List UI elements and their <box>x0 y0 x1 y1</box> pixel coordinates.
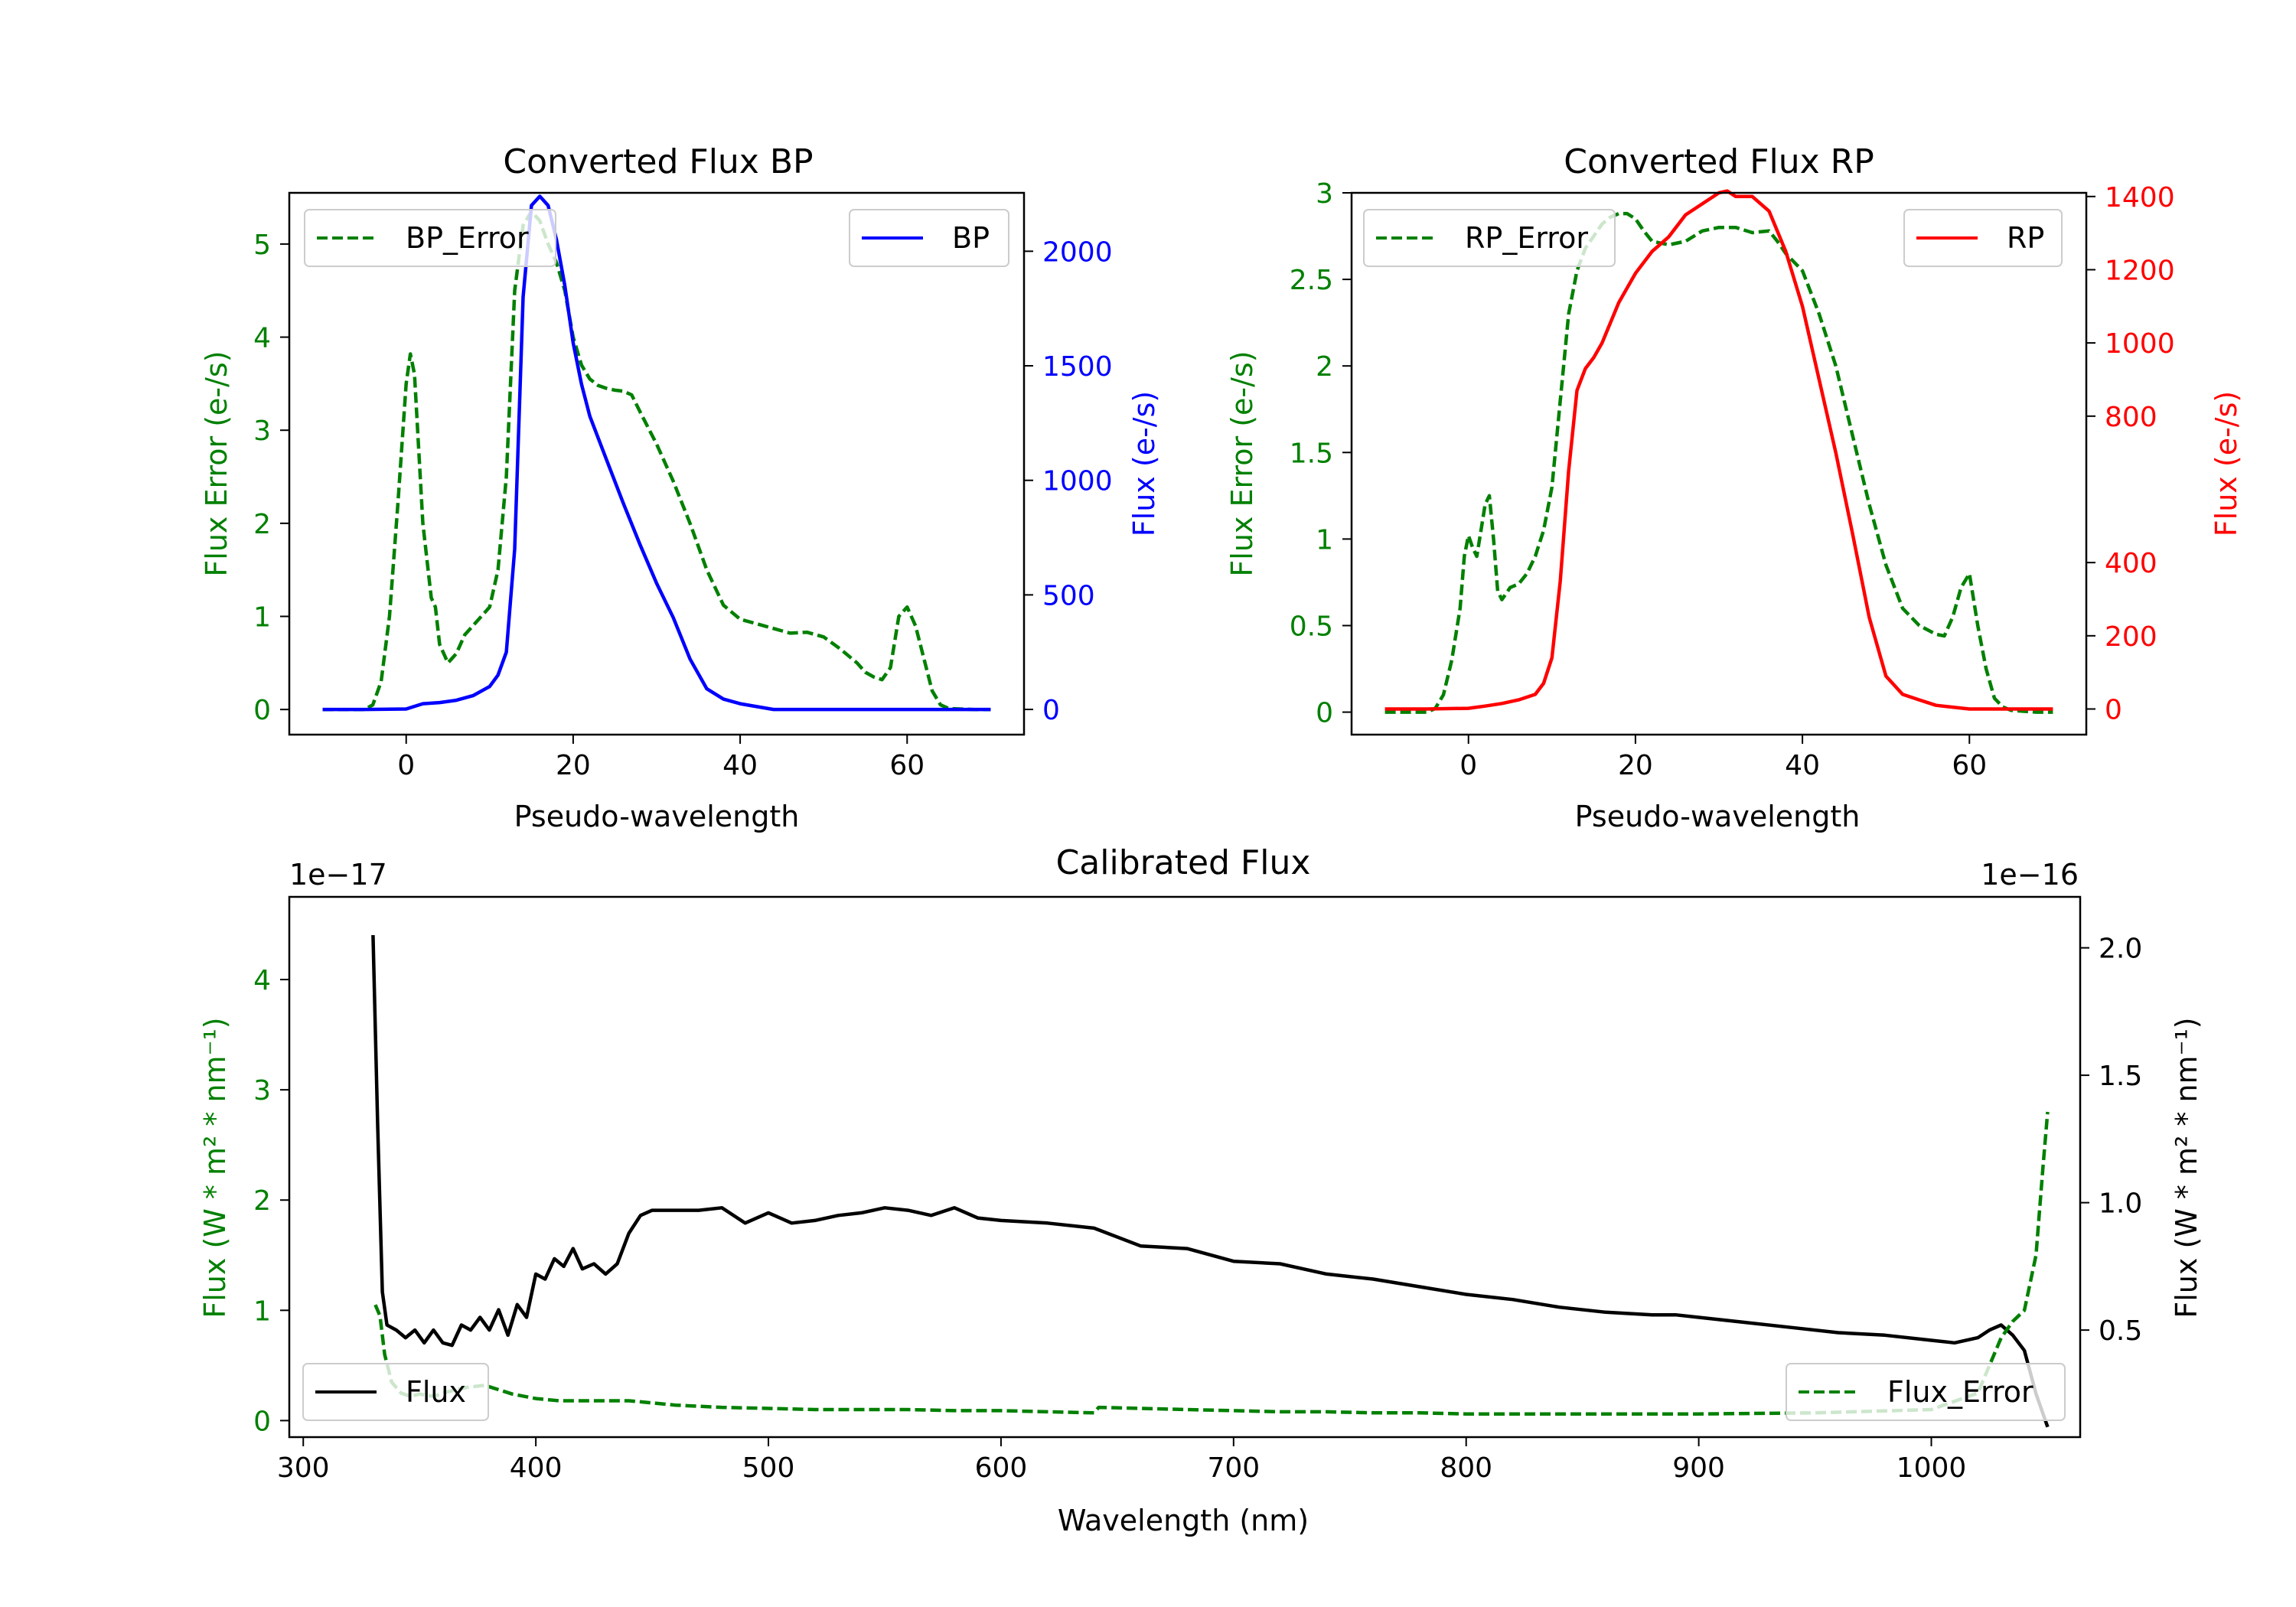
cal-ytick-right-label: 1.0 <box>2099 1188 2142 1220</box>
bp-legend-error-label: BP_Error <box>406 221 529 255</box>
bp-ylabel-left: Flux Error (e-/s) <box>200 350 233 576</box>
cal-title: Calibrated Flux <box>1056 843 1311 882</box>
bp-ytick-left-label: 3 <box>253 416 271 447</box>
bp-ytick-left-label: 5 <box>253 230 271 261</box>
rp-ytick-right-label: 0 <box>2105 695 2122 726</box>
cal-ytick-right-label: 0.5 <box>2099 1315 2142 1347</box>
bp-xlabel: Pseudo-wavelength <box>514 800 800 833</box>
cal-xtick-label: 400 <box>510 1452 563 1484</box>
rp-ytick-left-label: 1.5 <box>1290 438 1333 469</box>
rp-ylabel-left: Flux Error (e-/s) <box>1225 350 1259 576</box>
rp-legend-error: RP_Error <box>1363 209 1616 267</box>
rp-legend-flux: RP <box>1903 209 2063 267</box>
panel-calibrated: Calibrated Flux 1e−17 1e−16 300 400 500 600… <box>198 843 2203 1537</box>
bp-ytick-right-label: 0 <box>1042 695 1060 726</box>
cal-xtick-label: 800 <box>1440 1452 1492 1484</box>
bp-xtick-label: 60 <box>889 750 925 781</box>
bp-xtick-label: 40 <box>722 750 758 781</box>
cal-ytick-left-label: 1 <box>253 1296 271 1327</box>
bp-ytick-left-label: 4 <box>253 323 271 354</box>
cal-xtick-label: 700 <box>1207 1452 1260 1484</box>
rp-series-rp <box>1384 189 2053 711</box>
bp-ylabel-right: Flux (e-/s) <box>1127 391 1161 536</box>
cal-xtick-label: 900 <box>1672 1452 1725 1484</box>
rp-ytick-left-label: 1 <box>1316 524 1333 556</box>
bp-xtick-label: 20 <box>556 750 591 781</box>
rp-legend-flux-label: RP <box>2007 221 2044 255</box>
cal-ytick-right-label: 2.0 <box>2099 934 2142 965</box>
panel-bp: Converted Flux BP 0 20 40 60 0 1 2 3 4 5 0 500 100… <box>200 142 1161 833</box>
rp-ytick-right-label: 200 <box>2105 621 2157 653</box>
rp-legend-error-label: RP_Error <box>1465 221 1588 255</box>
rp-ytick-left-label: 2 <box>1316 351 1333 383</box>
cal-xlabel: Wavelength (nm) <box>1058 1504 1309 1537</box>
rp-xtick-label: 60 <box>1952 750 1987 781</box>
rp-xtick-label: 0 <box>1459 750 1477 781</box>
bp-series-bp <box>322 194 991 712</box>
rp-ytick-left-label: 0 <box>1316 698 1333 729</box>
rp-xtick-label: 40 <box>1785 750 1820 781</box>
bp-ytick-right-label: 1500 <box>1042 351 1113 383</box>
bp-plot-frame <box>288 191 1026 736</box>
cal-legend-error: Flux_Error <box>1786 1363 2066 1421</box>
cal-xtick-label: 600 <box>975 1452 1028 1484</box>
cal-ytick-left-label: 3 <box>253 1075 271 1107</box>
cal-plot-frame <box>288 895 2082 1439</box>
rp-ytick-right-label: 1200 <box>2105 255 2175 286</box>
rp-ytick-right-label: 1000 <box>2105 328 2175 360</box>
rp-ytick-left-label: 0.5 <box>1290 611 1333 642</box>
cal-xtick-label: 300 <box>277 1452 330 1484</box>
bp-ytick-right-label: 500 <box>1042 580 1095 611</box>
rp-title: Converted Flux RP <box>1564 142 1874 181</box>
bp-ytick-right-label: 2000 <box>1042 236 1113 268</box>
cal-offset-right: 1e−16 <box>1981 858 2079 892</box>
bp-title: Converted Flux BP <box>503 142 813 181</box>
bp-ytick-left-label: 1 <box>253 602 271 634</box>
rp-ytick-left-label: 2.5 <box>1290 265 1333 296</box>
bp-legend-flux-label: BP <box>952 221 990 255</box>
rp-plot-frame <box>1350 191 2088 736</box>
panel-rp: Converted Flux RP 0 20 40 60 00.511.522.53 … <box>1225 142 2243 833</box>
rp-xlabel: Pseudo-wavelength <box>1575 800 1861 833</box>
cal-ylabel-left: Flux (W * m² * nm⁻¹) <box>198 1017 232 1318</box>
cal-legend-flux-label: Flux <box>406 1375 466 1409</box>
cal-offset-left: 1e−17 <box>289 858 387 892</box>
cal-series-flux <box>371 934 2050 1428</box>
bp-xtick-label: 0 <box>397 750 415 781</box>
cal-ytick-left-label: 0 <box>253 1406 271 1437</box>
cal-ytick-left-label: 4 <box>253 965 271 996</box>
rp-ytick-right-label: 400 <box>2105 548 2157 579</box>
cal-ytick-right-label: 1.5 <box>2099 1061 2142 1092</box>
bp-ytick-left-label: 2 <box>253 509 271 540</box>
bp-ytick-left-label: 0 <box>253 695 271 726</box>
rp-ytick-right-label: 800 <box>2105 402 2157 433</box>
cal-legend-flux: Flux <box>302 1363 489 1421</box>
rp-series-rp-error <box>1384 211 2053 714</box>
cal-ylabel-right: Flux (W * m² * nm⁻¹) <box>2170 1017 2203 1318</box>
rp-ytick-right-label: 1400 <box>2105 182 2175 214</box>
rp-ytick-left-label: 3 <box>1316 178 1333 210</box>
cal-xtick-label: 1000 <box>1896 1452 1967 1484</box>
bp-series-bp-error <box>322 210 991 712</box>
bp-ytick-right-label: 1000 <box>1042 466 1113 497</box>
cal-xtick-label: 500 <box>742 1452 795 1484</box>
rp-xtick-label: 20 <box>1618 750 1653 781</box>
bp-legend-error: BP_Error <box>304 209 556 267</box>
cal-ytick-left-label: 2 <box>253 1185 271 1217</box>
rp-ylabel-right: Flux (e-/s) <box>2210 391 2243 536</box>
cal-legend-error-label: Flux_Error <box>1887 1375 2033 1409</box>
bp-legend-flux: BP <box>849 209 1009 267</box>
